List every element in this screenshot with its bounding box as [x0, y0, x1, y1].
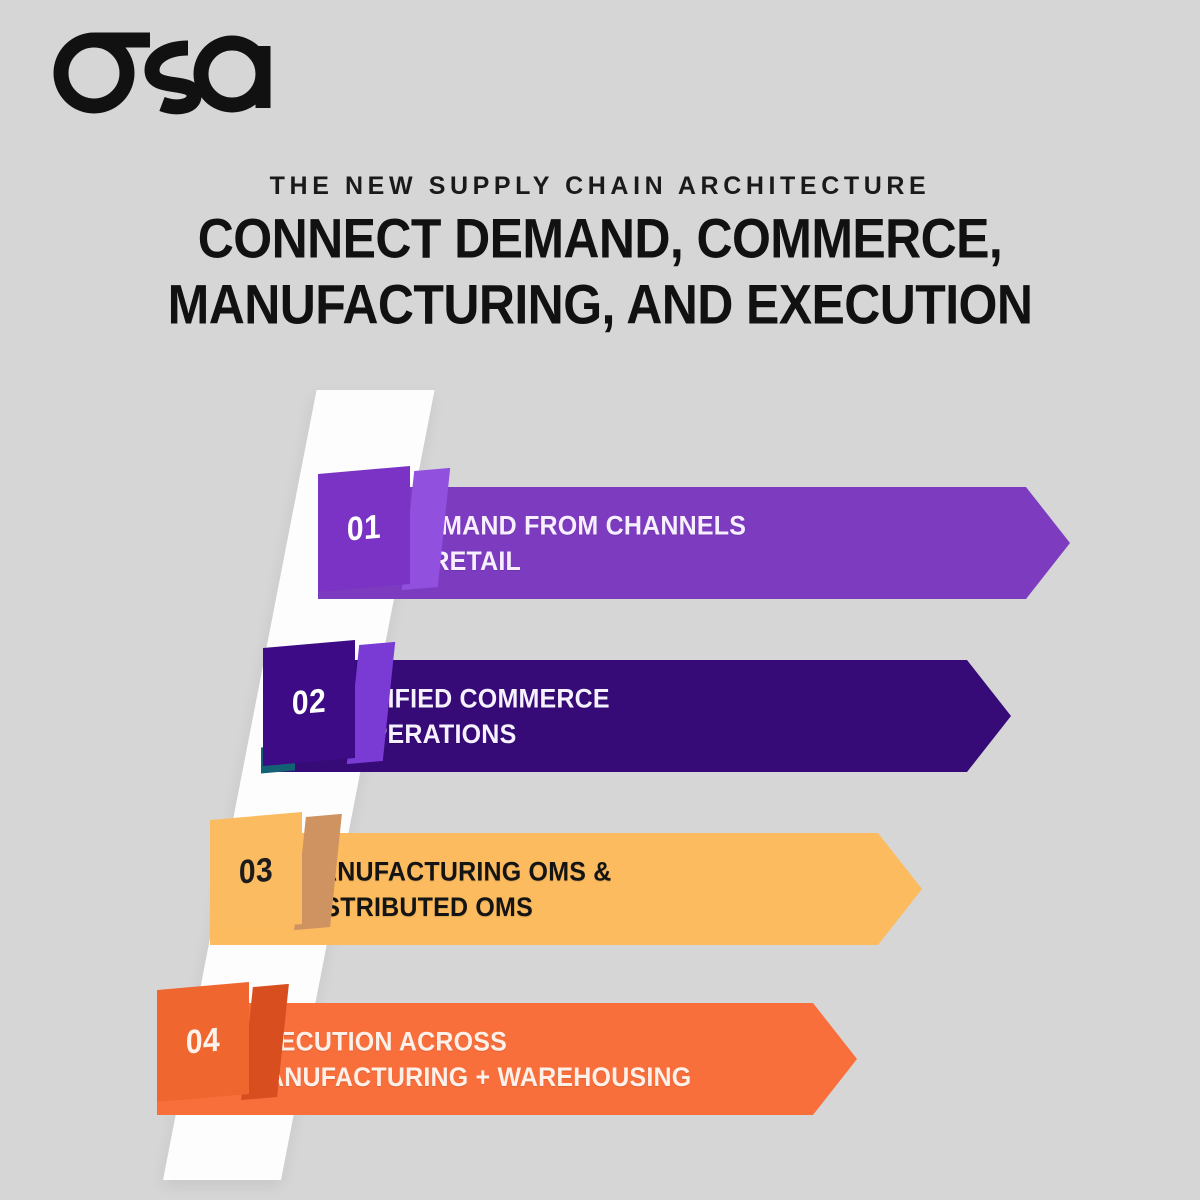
headline-line-2: MANUFACTURING, AND EXECUTION: [167, 273, 1033, 336]
step-number-text-01: 01: [346, 508, 382, 549]
page-title: CONNECT DEMAND, COMMERCE, MANUFACTURING,…: [0, 206, 1200, 338]
step-label-01: DEMAND FROM CHANNELS & RETAIL: [406, 510, 747, 576]
step-number-text-03: 03: [238, 851, 274, 892]
cube-front-face-03: 03: [210, 811, 302, 933]
osa-logo-mark: [53, 32, 271, 115]
step-number-text-04: 04: [185, 1021, 221, 1062]
step-number-cube-02[interactable]: 02: [261, 639, 396, 774]
step-label-03: MANUFACTURING OMS & DISTRIBUTED OMS: [298, 856, 612, 922]
step-number-cube-01[interactable]: 01: [318, 465, 451, 593]
step-label-04: EXECUTION ACROSS MANUFACTURING + WAREHOU…: [245, 1026, 692, 1092]
eyebrow-text: THE NEW SUPPLY CHAIN ARCHITECTURE: [269, 172, 931, 200]
cube-front-face-01: 01: [318, 465, 410, 593]
step-number-text-02: 02: [291, 682, 327, 723]
osa-logo: [46, 26, 276, 116]
cube-front-face-02: 02: [263, 639, 355, 767]
headline-line-1: CONNECT DEMAND, COMMERCE,: [197, 207, 1003, 270]
step-number-cube-03[interactable]: 03: [210, 811, 342, 933]
cube-front-face-04: 04: [157, 981, 249, 1103]
step-number-cube-04[interactable]: 04: [157, 981, 289, 1103]
